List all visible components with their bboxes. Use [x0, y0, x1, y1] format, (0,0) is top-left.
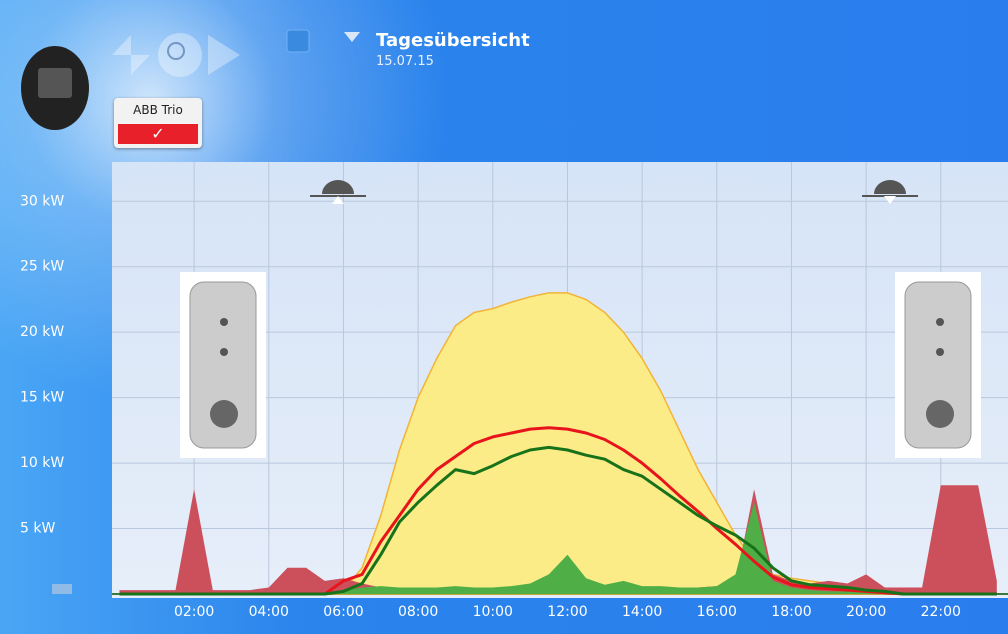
search-button[interactable]: [158, 33, 202, 77]
y-tick-label: 20 kW: [20, 324, 64, 340]
y-tick-label: 30 kW: [20, 193, 64, 209]
x-tick-label: 14:00: [622, 604, 662, 620]
x-tick-label: 20:00: [846, 604, 886, 620]
device-name: ABB Trio: [114, 103, 202, 117]
y-tick-label: 10 kW: [20, 455, 64, 471]
chart: 5 kW 10 kW 15 kW 20 kW 25 kW 30 kW 02:00 04:00 0…: [0, 0, 1008, 634]
calendar-button[interactable]: [287, 30, 309, 52]
prev-button[interactable]: [112, 35, 150, 75]
x-tick-label: 08:00: [398, 604, 438, 620]
storage-tank-icon: [895, 272, 981, 458]
x-tick-label: 06:00: [323, 604, 363, 620]
app: 5 kW 10 kW 15 kW 20 kW 25 kW 30 kW 02:00 04:00 0…: [0, 0, 1008, 634]
x-tick-label: 04:00: [249, 604, 289, 620]
y-tick-label: 15 kW: [20, 390, 64, 406]
device-button[interactable]: ABB Trio ✓: [114, 98, 202, 148]
x-tick-label: 16:00: [697, 604, 737, 620]
device-screen: [38, 68, 72, 98]
page-title: Tagesübersicht: [376, 30, 530, 51]
x-tick-label: 02:00: [174, 604, 214, 620]
chart-type-icon[interactable]: [52, 584, 72, 594]
storage-tank-icon: [180, 272, 266, 458]
dropdown-arrow[interactable]: [344, 32, 360, 42]
x-tick-label: 12:00: [547, 604, 587, 620]
page-date: 15.07.15: [376, 54, 434, 69]
next-button[interactable]: [208, 35, 240, 75]
x-tick-label: 10:00: [473, 604, 513, 620]
y-tick-label: 5 kW: [20, 521, 55, 537]
x-tick-label: 22:00: [921, 604, 961, 620]
x-tick-label: 18:00: [771, 604, 811, 620]
y-tick-label: 25 kW: [20, 259, 64, 275]
device-status: ✓: [118, 124, 198, 144]
